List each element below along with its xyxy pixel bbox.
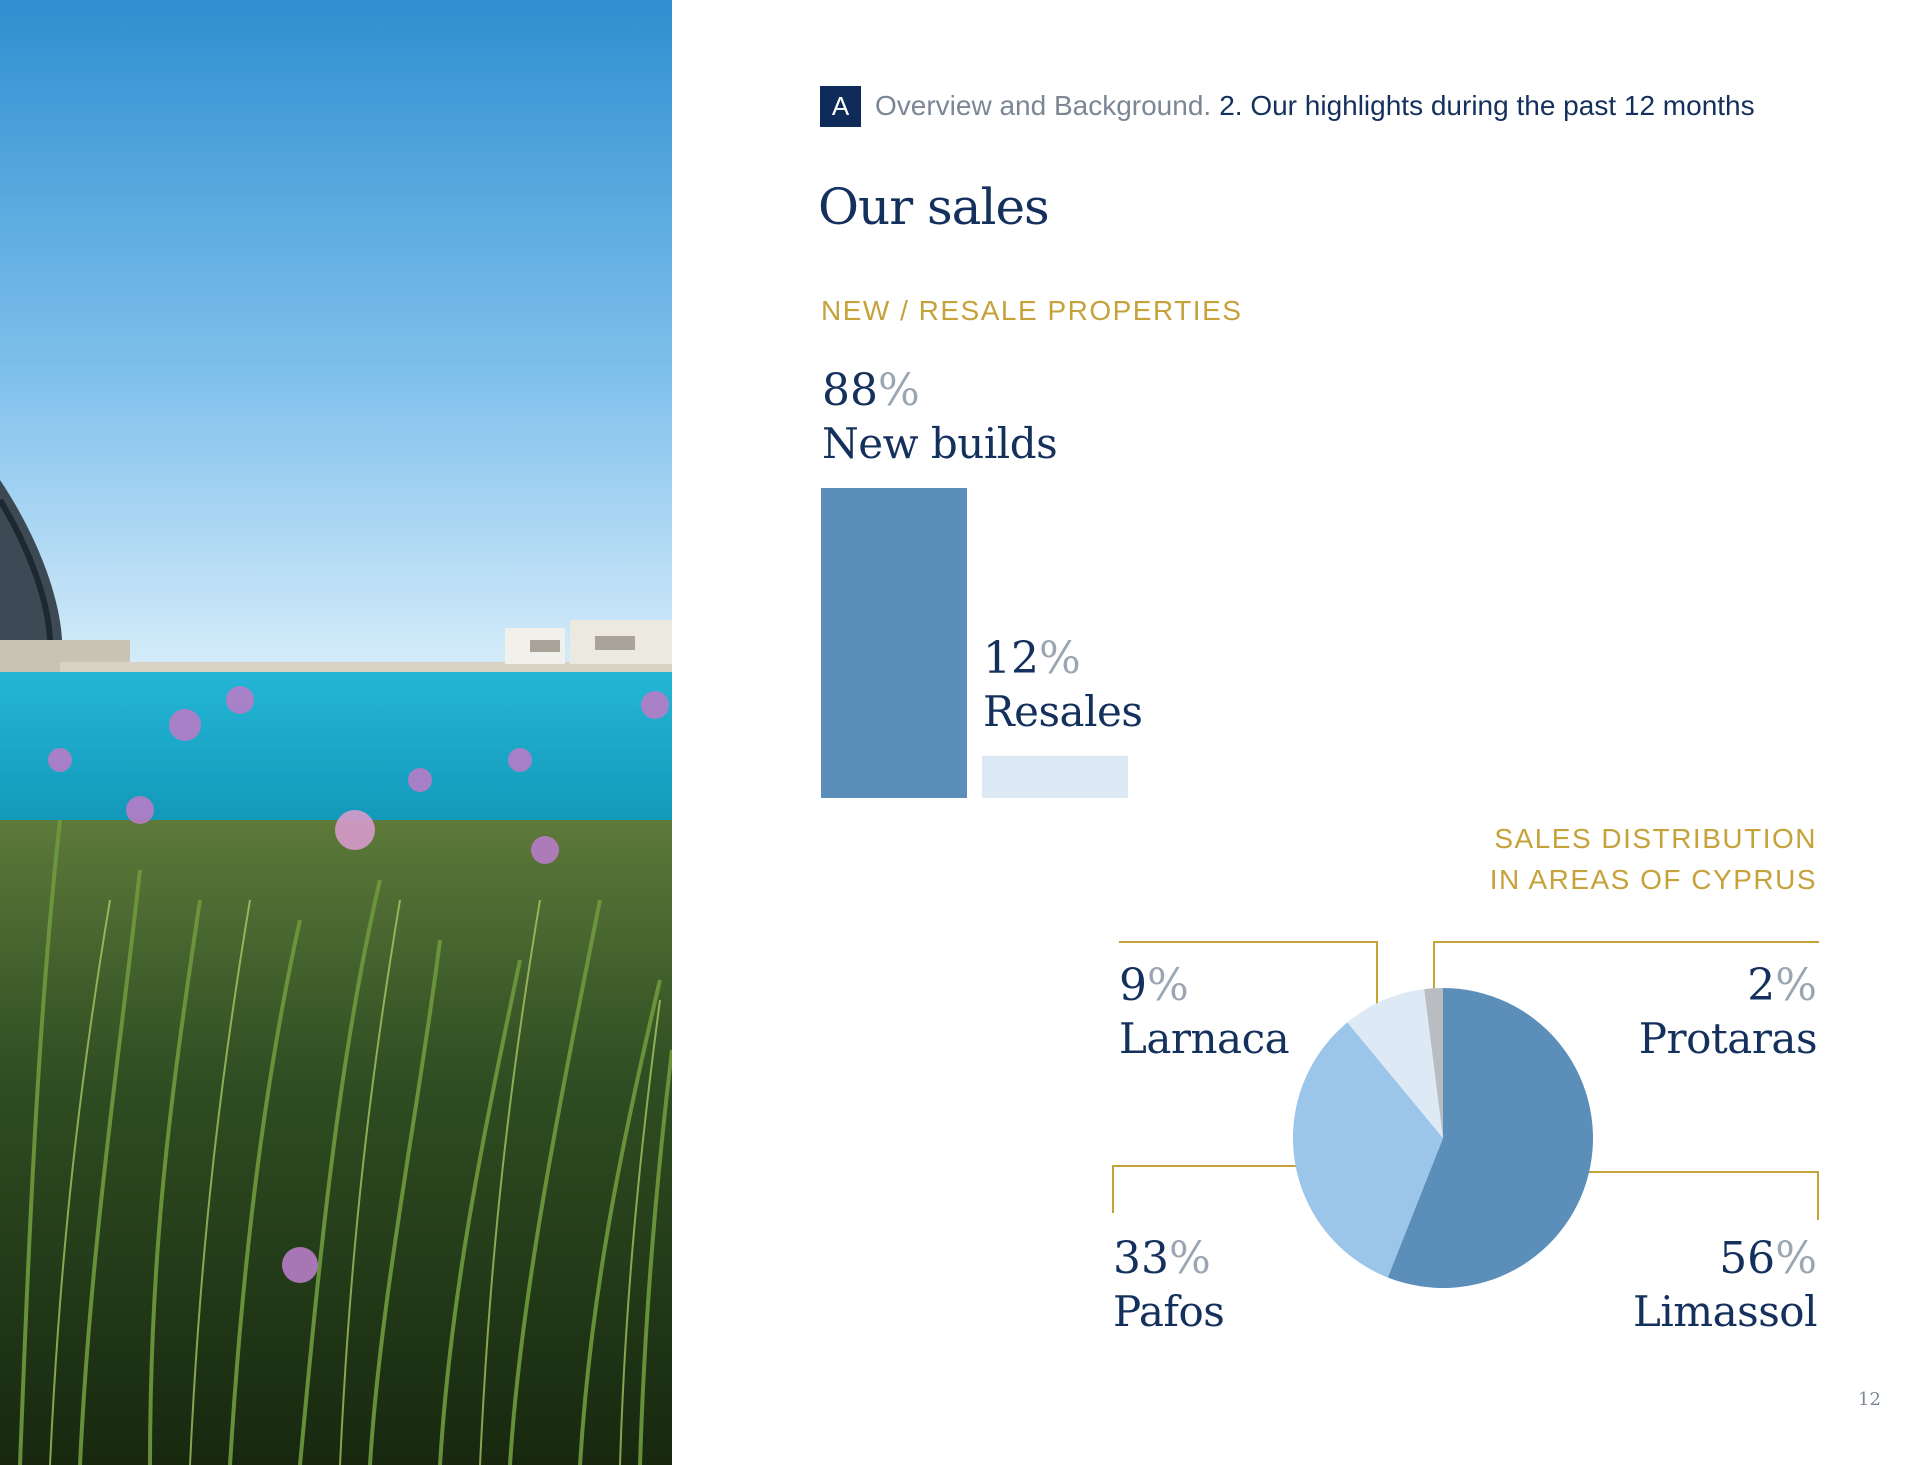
pie-value-pafos: 33 xyxy=(1113,1233,1169,1284)
pie-unit-larnaca: % xyxy=(1147,960,1189,1011)
bar-category-new-builds: New builds xyxy=(822,419,1058,468)
pie-unit-pafos: % xyxy=(1169,1233,1211,1284)
bar-label-resales: 12% Resales xyxy=(983,632,1143,739)
pie-label-larnaca: 9% Larnaca xyxy=(1119,960,1290,1066)
bar-value-new-builds: 88 xyxy=(822,365,878,416)
pie-slice-protaras xyxy=(1424,988,1443,1138)
harbour-photo xyxy=(0,0,672,1465)
pie-label-pafos: 33% Pafos xyxy=(1113,1233,1225,1339)
page-number: 12 xyxy=(1858,1389,1881,1410)
pie-category-protaras: Protaras xyxy=(1638,1014,1818,1063)
connector-pafos xyxy=(1112,1165,1297,1213)
pie-unit-limassol: % xyxy=(1775,1233,1817,1284)
bar-chart-title: NEW / RESALE PROPERTIES xyxy=(821,295,1243,326)
connector-limassol xyxy=(1588,1171,1819,1220)
connector-protaras xyxy=(1433,941,1819,1005)
pie-value-protaras: 2 xyxy=(1747,960,1776,1011)
bar-label-new-builds: 88% New builds xyxy=(822,365,1058,471)
pie-category-pafos: Pafos xyxy=(1113,1287,1225,1336)
pie-slice-limassol xyxy=(1387,988,1593,1288)
section-letter-badge: A xyxy=(820,85,861,127)
bar-new-builds xyxy=(821,488,967,798)
section-header: A Overview and Background. 2. Our highli… xyxy=(820,85,1755,127)
bar-value-resales: 12 xyxy=(983,632,1039,684)
bar-unit-new-builds: % xyxy=(878,365,920,416)
section-title: Overview and Background. xyxy=(875,90,1212,121)
pie-slice-pafos xyxy=(1292,1022,1443,1278)
pie-label-protaras: 2% Protaras xyxy=(1638,960,1818,1066)
pie-chart-title-line-2: IN AREAS OF CYPRUS xyxy=(1489,864,1817,895)
bar-category-resales: Resales xyxy=(983,686,1143,736)
bar-resales xyxy=(982,755,1128,798)
pie-unit-protaras: % xyxy=(1775,960,1817,1011)
page-title: Our sales xyxy=(818,178,1050,236)
connector-larnaca xyxy=(1119,941,1378,1005)
pie-chart-title: SALES DISTRIBUTION IN AREAS OF CYPRUS xyxy=(1490,818,1817,900)
pie-category-limassol: Limassol xyxy=(1632,1287,1818,1336)
pie-value-larnaca: 9 xyxy=(1119,960,1147,1011)
pie-chart-title-line-1: SALES DISTRIBUTION xyxy=(1494,823,1817,854)
pie-label-limassol: 56% Limassol xyxy=(1632,1233,1818,1339)
bar-unit-resales: % xyxy=(1039,632,1081,684)
pie-slice-larnaca xyxy=(1347,989,1443,1138)
pie-value-limassol: 56 xyxy=(1719,1233,1776,1284)
pie-category-larnaca: Larnaca xyxy=(1119,1014,1290,1063)
subsection-title: 2. Our highlights during the past 12 mon… xyxy=(1219,90,1755,121)
